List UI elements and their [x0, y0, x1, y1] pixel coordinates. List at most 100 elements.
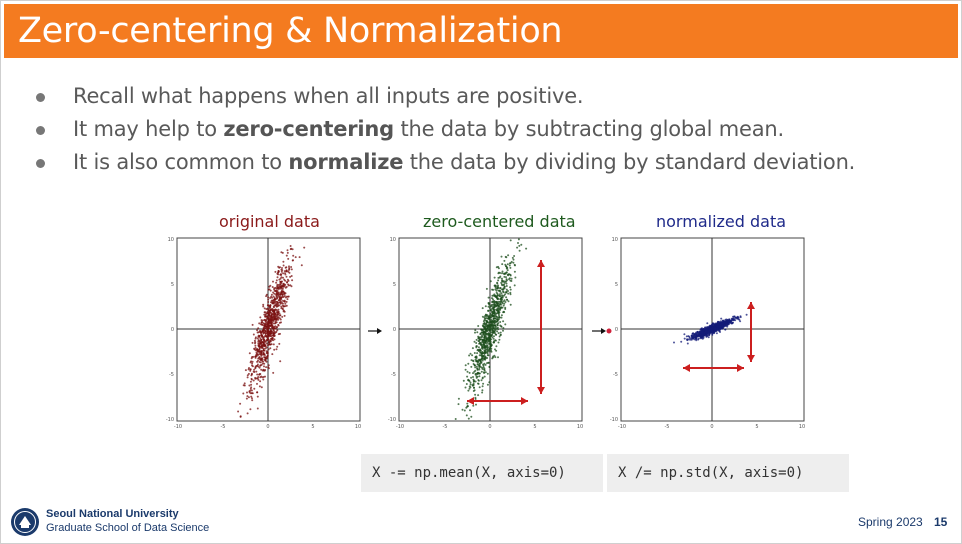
scatter-point	[284, 272, 286, 275]
scatter-point	[464, 386, 467, 389]
scatter-point	[259, 337, 262, 340]
scatter-point	[262, 303, 265, 306]
scatter-point	[716, 327, 719, 330]
scatter-point	[507, 254, 510, 257]
scatter-point	[279, 318, 282, 321]
scatter-point	[470, 365, 473, 368]
scatter-point	[267, 367, 270, 370]
scatter-point	[263, 307, 266, 310]
scatter-point	[494, 324, 496, 327]
y-tick-label: -5	[169, 372, 174, 378]
scatter-point	[289, 245, 292, 247]
scatter-point	[481, 385, 484, 388]
scatter-point	[257, 327, 260, 330]
y-tick-label: -5	[613, 372, 618, 378]
scatter-point	[476, 363, 479, 366]
bullet-text: It is also common to	[73, 150, 289, 174]
scatter-point	[492, 311, 494, 313]
scatter-point	[466, 375, 469, 378]
scatter-point	[469, 383, 472, 386]
scatter-point	[262, 378, 265, 381]
scatter-point	[716, 325, 719, 328]
x-tick-label: 5	[533, 424, 536, 430]
scatter-point	[281, 293, 284, 296]
y-tick-label: 10	[390, 237, 396, 243]
scatter-point	[487, 310, 490, 312]
scatter-point	[290, 268, 293, 271]
scatter-point	[513, 284, 516, 287]
scatter-point	[269, 328, 272, 330]
scatter-point	[265, 293, 268, 296]
scatter-point	[472, 372, 474, 375]
scatter-point	[719, 323, 722, 326]
scatter-point	[497, 279, 500, 282]
scatter-point	[496, 318, 499, 321]
scatter-point	[484, 363, 487, 366]
scatter-point	[697, 338, 700, 341]
scatter-point	[694, 337, 697, 340]
bullet-dot-icon	[36, 126, 45, 135]
scatter-point	[510, 260, 513, 263]
scatter-point	[281, 267, 283, 269]
scatter-point	[481, 334, 483, 337]
scatter-point	[268, 309, 271, 312]
original-data-title: original data	[219, 212, 320, 231]
scatter-point	[706, 326, 709, 328]
scatter-point	[252, 379, 255, 382]
scatter-point	[495, 296, 498, 298]
scatter-point	[493, 341, 495, 344]
scatter-point	[272, 305, 275, 308]
scatter-point	[260, 386, 263, 389]
scatter-point	[251, 399, 254, 402]
scatter-point	[474, 331, 476, 334]
scatter-point	[689, 338, 692, 341]
scatter-point	[502, 280, 504, 283]
scatter-point	[491, 323, 494, 326]
scatter-point	[270, 295, 273, 298]
scatter-point	[737, 318, 740, 320]
scatter-point	[282, 264, 285, 267]
scatter-point	[469, 352, 472, 355]
scatter-point	[713, 330, 716, 333]
scatter-point	[489, 338, 492, 341]
scatter-point	[480, 336, 483, 339]
bullet-text: the data by subtracting global mean.	[393, 117, 785, 141]
scatter-point	[497, 341, 500, 344]
scatter-point	[248, 390, 251, 393]
scatter-point	[482, 363, 485, 366]
scatter-point	[520, 243, 523, 246]
scatter-point	[483, 322, 486, 325]
scatter-point	[700, 329, 703, 332]
scatter-point	[275, 289, 277, 292]
scatter-point	[480, 347, 483, 350]
title-bar: Zero-centering & Normalization	[4, 4, 958, 58]
scatter-point	[499, 298, 502, 301]
scatter-point	[300, 264, 303, 267]
scatter-point	[720, 317, 723, 320]
scatter-point	[508, 264, 511, 267]
scatter-point	[266, 332, 269, 335]
scatter-point	[480, 358, 483, 361]
scatter-point	[723, 324, 726, 327]
school-name: Graduate School of Data Science	[46, 522, 210, 534]
scatter-point	[262, 352, 265, 355]
scatter-point	[493, 284, 496, 287]
scatter-point	[263, 365, 265, 368]
scatter-point	[505, 280, 508, 283]
scatter-point	[283, 305, 286, 308]
scatter-point	[276, 294, 279, 296]
scatter-point	[255, 348, 258, 351]
scatter-point	[267, 335, 270, 338]
x-tick-label: 10	[577, 424, 583, 430]
scatter-point	[284, 296, 287, 299]
scatter-point	[486, 314, 489, 317]
scatter-point	[481, 389, 484, 392]
scatter-point	[473, 386, 475, 389]
scatter-point	[509, 279, 512, 282]
scatter-point	[493, 304, 495, 306]
scatter-point	[292, 254, 295, 257]
scatter-point	[483, 337, 486, 340]
scatter-point	[249, 369, 252, 372]
scatter-point	[730, 321, 733, 324]
scatter-point	[518, 244, 521, 247]
